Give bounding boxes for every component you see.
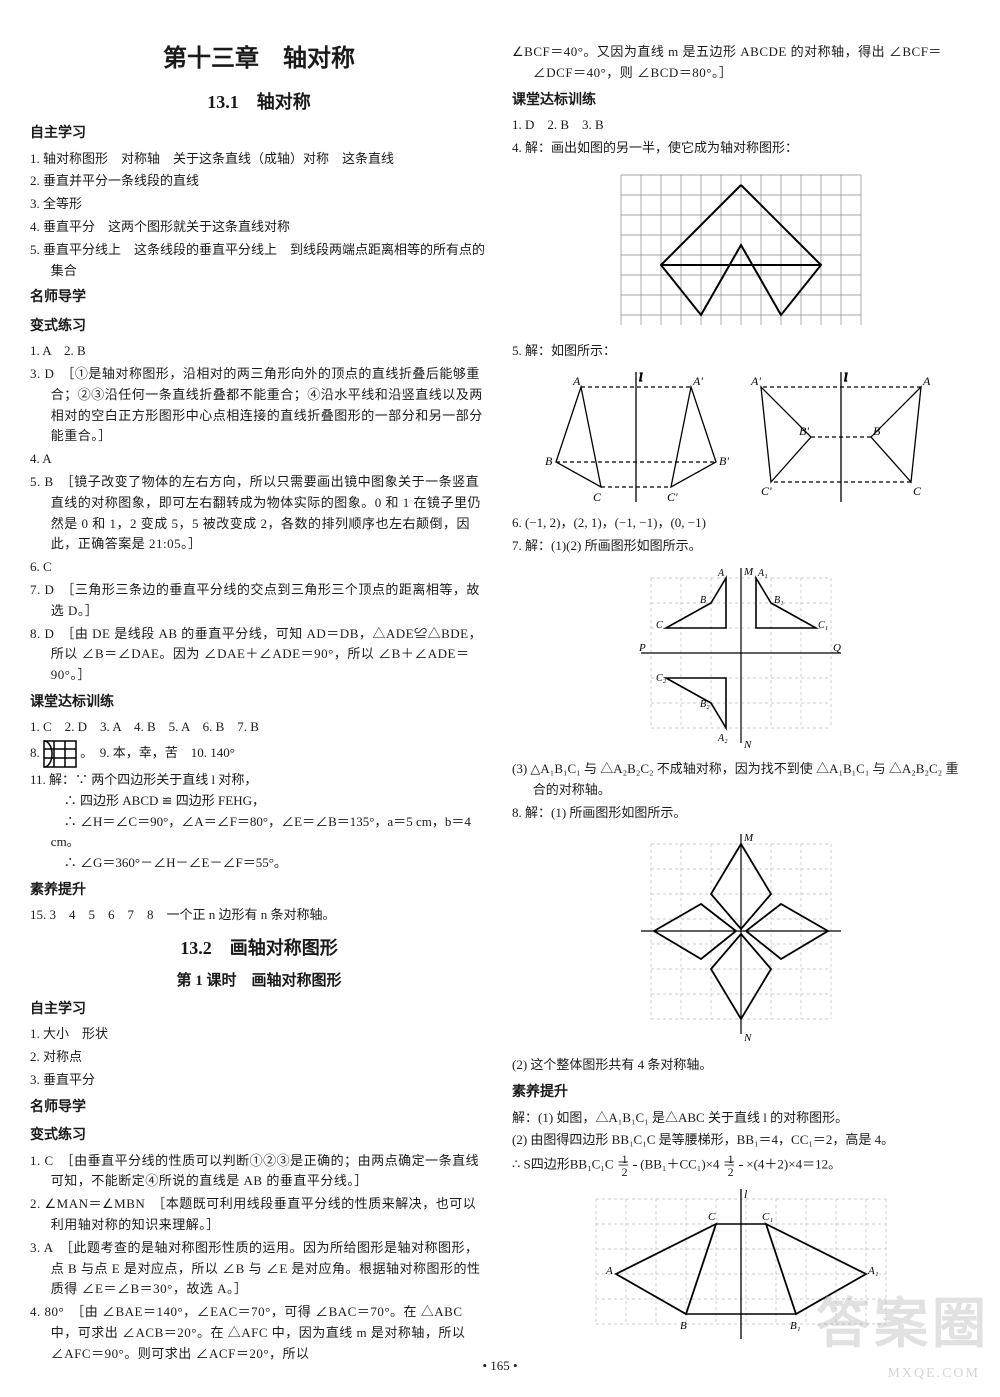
svg-text:A': A'	[750, 374, 761, 388]
right-column: ∠BCF＝40°。又因为直线 m 是五边形 ABCDE 的对称轴，得出 ∠BCF…	[512, 40, 970, 1367]
bs-7: 7. D ［三角形三条边的垂直平分线的交点到三角形三个顶点的距离相等，故选 D。…	[30, 580, 488, 622]
svg-text:A: A	[572, 374, 581, 388]
calc-pre: ∴ S四边形BB₁C₁C ＝	[512, 1157, 633, 1172]
svg-text:B': B'	[799, 424, 809, 438]
svg-text:C₁: C₁	[818, 620, 828, 631]
figure-kt8: M N	[512, 829, 970, 1049]
svg-text:C: C	[708, 1211, 716, 1223]
svg-text:B: B	[700, 595, 706, 606]
figure-kt4: grid	[512, 165, 970, 335]
heading-syts: 素养提升	[30, 880, 488, 902]
svg-text:A₂: A₂	[717, 733, 728, 744]
heading-syts-r: 素养提升	[512, 1082, 970, 1104]
wang-glyph-icon	[43, 740, 77, 768]
heading-msdx: 名师导学	[30, 287, 488, 309]
bs-3: 3. D ［①是轴对称图形，沿相对的两三角形向外的顶点的直线折叠后能够重合；②③…	[30, 364, 488, 447]
heading-ktdb-r: 课堂达标训练	[512, 90, 970, 112]
svg-text:B: B	[545, 454, 553, 468]
svg-text:C: C	[913, 484, 922, 498]
fraction-half-1: 12	[633, 1153, 637, 1178]
left-column: 第十三章 轴对称 13.1 轴对称 自主学习 1. 轴对称图形 对称轴 关于这条…	[30, 40, 488, 1367]
svg-text:B₁: B₁	[790, 1320, 801, 1332]
svg-text:Q: Q	[833, 642, 841, 654]
kt8-pre: 8.	[30, 745, 43, 760]
svg-text:A₁: A₁	[757, 568, 768, 579]
lesson-1: 第 1 课时 画轴对称图形	[30, 969, 488, 993]
bs2-3: 3. A ［此题考查的是轴对称图形性质的运用。因为所给图形是轴对称图形，点 B …	[30, 1238, 488, 1300]
bs2-1: 1. C ［由垂直平分线的性质可以判断①②③是正确的；由两点确定一条直线可知，不…	[30, 1151, 488, 1193]
svg-text:B₂: B₂	[700, 699, 710, 710]
section-13-2: 13.2 画轴对称图形	[30, 934, 488, 963]
kt-r-4: 4. 解：画出如图的另一半，使它成为轴对称图形：	[512, 138, 970, 159]
bs-5: 5. B ［镜子改变了物体的左右方向，所以只需要画出镜中图象关于一条竖直直线的对…	[30, 472, 488, 555]
kt-r-6: 6. (−1, 2)，(2, 1)，(−1, −1)，(0, −1)	[512, 513, 970, 534]
zz2-3: 3. 垂直平分	[30, 1070, 488, 1091]
bs-8: 8. D ［由 DE 是线段 AB 的垂直平分线，可知 AD＝DB，△ADE≌△…	[30, 624, 488, 686]
svg-text:B: B	[873, 424, 881, 438]
svg-text:l: l	[844, 370, 848, 384]
bs2-2: 2. ∠MAN＝∠MBN ［本题既可利用线段垂直平分线的性质来解决，也可以利用轴…	[30, 1194, 488, 1236]
svg-text:M: M	[743, 832, 754, 844]
svg-text:A: A	[605, 1265, 613, 1277]
zz-3: 3. 全等形	[30, 194, 488, 215]
kt-answers: 1. C 2. D 3. A 4. B 5. A 6. B 7. B	[30, 717, 488, 738]
zz-5: 5. 垂直平分线上 这条线段的垂直平分线上 到线段两端点距离相等的所有点的集合	[30, 240, 488, 282]
heading-zizhu: 自主学习	[30, 123, 488, 145]
kt-r-8-2: (2) 这个整体图形共有 4 条对称轴。	[512, 1055, 970, 1076]
page-number: • 165 •	[0, 1356, 1000, 1377]
heading-ktdb: 课堂达标训练	[30, 692, 488, 714]
heading-bslx: 变式练习	[30, 316, 488, 338]
svg-text:M: M	[743, 566, 754, 578]
zz2-1: 1. 大小 形状	[30, 1024, 488, 1045]
zz-2: 2. 垂直并平分一条线段的直线	[30, 171, 488, 192]
kt-r-7-3: (3) △A₁B₁C₁ 与 △A₂B₂C₂ 不成轴对称，因为找不到使 △A₁B₁…	[512, 759, 970, 801]
calc-post: ×(4＋2)×4＝12。	[746, 1157, 841, 1172]
kt-r-line: 1. D 2. B 3. B	[512, 115, 970, 136]
svg-text:A: A	[922, 374, 931, 388]
figure-kt7: M N P Q A A₁ B B₁ C C₁ C₂ B₂ A₂	[512, 563, 970, 753]
svg-text:B₁: B₁	[774, 595, 784, 606]
kt-r-7: 7. 解：(1)(2) 所画图形如图所示。	[512, 536, 970, 557]
calc-mid: (BB₁＋CC₁)×4 ＝	[640, 1157, 739, 1172]
bs-4: 4. A	[30, 449, 488, 470]
zz2-2: 2. 对称点	[30, 1047, 488, 1068]
svg-text:C': C'	[667, 490, 678, 504]
heading-bslx-2: 变式练习	[30, 1125, 488, 1147]
sy-r-calc: ∴ S四边形BB₁C₁C ＝ 12 (BB₁＋CC₁)×4 ＝ 12 ×(4＋2…	[512, 1153, 970, 1178]
figure-syts: l ABC A₁B₁C₁	[512, 1184, 970, 1354]
svg-text:A: A	[717, 568, 725, 579]
kt8-post: 。 9. 本，幸，苦 10. 140°	[80, 745, 235, 760]
chapter-title: 第十三章 轴对称	[30, 40, 488, 78]
fraction-half-2: 12	[739, 1153, 743, 1178]
kt-r-8: 8. 解：(1) 所画图形如图所示。	[512, 803, 970, 824]
svg-text:P: P	[638, 642, 646, 654]
heading-msdx-2: 名师导学	[30, 1097, 488, 1119]
svg-text:B': B'	[719, 454, 729, 468]
sy-r-1: 解：(1) 如图，△A₁B₁C₁ 是△ABC 关于直线 l 的对称图形。	[512, 1108, 970, 1129]
bs-1-2: 1. A 2. B	[30, 341, 488, 362]
zz-1: 1. 轴对称图形 对称轴 关于这条直线（成轴）对称 这条直线	[30, 149, 488, 170]
svg-text:C: C	[593, 490, 602, 504]
svg-text:C₁: C₁	[762, 1211, 773, 1223]
kt-8-9-10: 8. 。 9. 本，幸，苦 10. 140°	[30, 740, 488, 768]
svg-text:C: C	[656, 620, 663, 631]
svg-text:l: l	[639, 370, 643, 384]
sy-r-2: (2) 由图得四边形 BB₁C₁C 是等腰梯形，BB₁＝4，CC₁＝2，高是 4…	[512, 1130, 970, 1151]
svg-text:N: N	[743, 739, 752, 751]
svg-text:A₁: A₁	[867, 1265, 879, 1277]
svg-text:B: B	[680, 1320, 687, 1332]
cont-bs4: ∠BCF＝40°。又因为直线 m 是五边形 ABCDE 的对称轴，得出 ∠BCF…	[512, 42, 970, 84]
bs-6: 6. C	[30, 557, 488, 578]
svg-text:N: N	[743, 1032, 752, 1044]
svg-text:C': C'	[761, 484, 772, 498]
svg-text:C₂: C₂	[656, 673, 667, 684]
section-13-1: 13.1 轴对称	[30, 88, 488, 117]
svg-text:A': A'	[692, 374, 703, 388]
zz-4: 4. 垂直平分 这两个图形就关于这条直线对称	[30, 217, 488, 238]
sy-15: 15. 3 4 5 6 7 8 一个正 n 边形有 n 条对称轴。	[30, 905, 488, 926]
kt-r-5: 5. 解：如图所示：	[512, 341, 970, 362]
kt-11: 11. 解：∵ 两个四边形关于直线 l 对称， ∴ 四边形 ABCD ≌ 四边形…	[30, 770, 488, 874]
figure-kt5: l A A' B B' C C' l	[512, 367, 970, 507]
heading-zizhu-2: 自主学习	[30, 999, 488, 1021]
